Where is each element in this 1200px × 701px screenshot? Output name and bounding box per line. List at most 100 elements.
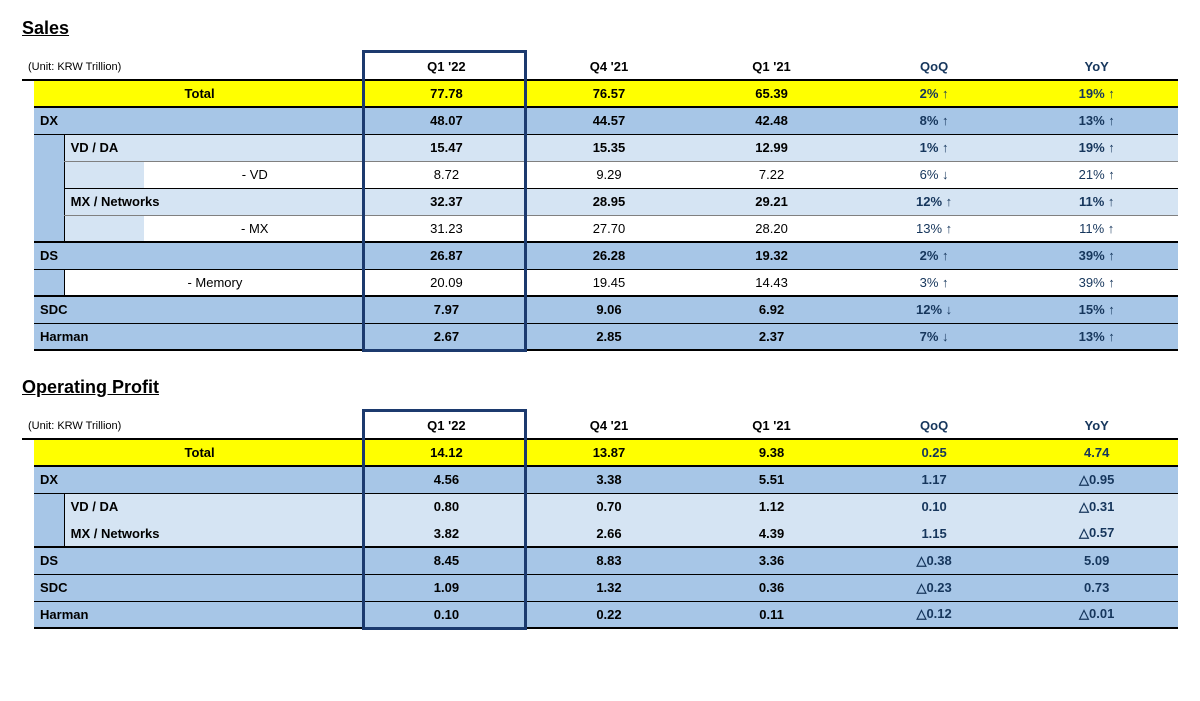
sales-col-qoq: QoQ	[853, 53, 1016, 80]
cell: 8% ↑	[853, 107, 1016, 134]
table-row: DX 4.56 3.38 5.51 1.17 △0.95	[22, 466, 1178, 493]
cell: 5.51	[690, 466, 853, 493]
cell: 3.82	[365, 520, 528, 547]
op-col-q4-21: Q4 '21	[528, 412, 691, 439]
table-row: - VD 8.72 9.29 7.22 6% ↓ 21% ↑	[22, 161, 1178, 188]
cell: 13% ↑	[853, 215, 1016, 242]
cell: 14.43	[690, 269, 853, 296]
cell: 19.45	[528, 269, 691, 296]
table-row: MX / Networks 3.82 2.66 4.39 1.15 △0.57	[22, 520, 1178, 547]
cell: 0.25	[853, 439, 1016, 466]
cell: 11% ↑	[1015, 215, 1178, 242]
cell: 2.85	[528, 323, 691, 350]
sales-header-row: (Unit: KRW Trillion) Q1 '22 Q4 '21 Q1 '2…	[22, 53, 1178, 80]
op-table: (Unit: KRW Trillion) Q1 '22 Q4 '21 Q1 '2…	[22, 412, 1178, 629]
cell: 15.35	[528, 134, 691, 161]
cell: 14.12	[365, 439, 528, 466]
cell: 8.83	[528, 547, 691, 574]
row-label: VD / DA	[64, 493, 365, 520]
cell: 9.06	[528, 296, 691, 323]
cell: 0.80	[365, 493, 528, 520]
cell: 5.09	[1015, 547, 1178, 574]
cell: 65.39	[690, 80, 853, 107]
sales-table: (Unit: KRW Trillion) Q1 '22 Q4 '21 Q1 '2…	[22, 53, 1178, 351]
cell: 19.32	[690, 242, 853, 269]
table-row: - MX 31.23 27.70 28.20 13% ↑ 11% ↑	[22, 215, 1178, 242]
cell: 2.37	[690, 323, 853, 350]
table-row: MX / Networks 32.37 28.95 29.21 12% ↑ 11…	[22, 188, 1178, 215]
cell: 1.32	[528, 574, 691, 601]
sales-table-wrap: (Unit: KRW Trillion) Q1 '22 Q4 '21 Q1 '2…	[22, 53, 1178, 351]
cell: 12.99	[690, 134, 853, 161]
cell: 8.45	[365, 547, 528, 574]
cell: △0.95	[1015, 466, 1178, 493]
cell: 4.56	[365, 466, 528, 493]
row-label: VD / DA	[64, 134, 365, 161]
row-label: DX	[34, 466, 365, 493]
cell: 9.38	[690, 439, 853, 466]
cell: 7% ↓	[853, 323, 1016, 350]
cell: △0.38	[853, 547, 1016, 574]
table-row: DS 26.87 26.28 19.32 2% ↑ 39% ↑	[22, 242, 1178, 269]
cell: 15% ↑	[1015, 296, 1178, 323]
row-label: Harman	[34, 323, 365, 350]
row-label: DS	[34, 547, 365, 574]
cell: 1.17	[853, 466, 1016, 493]
sales-unit-label: (Unit: KRW Trillion)	[22, 53, 365, 80]
cell: 4.74	[1015, 439, 1178, 466]
cell: 32.37	[365, 188, 528, 215]
cell: 0.22	[528, 601, 691, 628]
cell: 2% ↑	[853, 242, 1016, 269]
cell: 1% ↑	[853, 134, 1016, 161]
op-header-row: (Unit: KRW Trillion) Q1 '22 Q4 '21 Q1 '2…	[22, 412, 1178, 439]
cell: 28.20	[690, 215, 853, 242]
cell: 11% ↑	[1015, 188, 1178, 215]
table-row: SDC 1.09 1.32 0.36 △0.23 0.73	[22, 574, 1178, 601]
cell: 13.87	[528, 439, 691, 466]
row-label: SDC	[34, 574, 365, 601]
cell: △0.23	[853, 574, 1016, 601]
cell: 48.07	[365, 107, 528, 134]
op-unit-label: (Unit: KRW Trillion)	[22, 412, 365, 439]
sales-title: Sales	[22, 18, 1178, 39]
cell: 27.70	[528, 215, 691, 242]
table-row: Harman 0.10 0.22 0.11 △0.12 △0.01	[22, 601, 1178, 628]
table-row: DX 48.07 44.57 42.48 8% ↑ 13% ↑	[22, 107, 1178, 134]
cell: 19% ↑	[1015, 134, 1178, 161]
cell: 12% ↓	[853, 296, 1016, 323]
table-row: VD / DA 0.80 0.70 1.12 0.10 △0.31	[22, 493, 1178, 520]
cell: 0.11	[690, 601, 853, 628]
cell: 4.39	[690, 520, 853, 547]
row-label: Harman	[34, 601, 365, 628]
cell: 0.70	[528, 493, 691, 520]
table-row: SDC 7.97 9.06 6.92 12% ↓ 15% ↑	[22, 296, 1178, 323]
cell: 0.36	[690, 574, 853, 601]
cell: 31.23	[365, 215, 528, 242]
table-row: Total 14.12 13.87 9.38 0.25 4.74	[22, 439, 1178, 466]
cell: 26.28	[528, 242, 691, 269]
table-row: - Memory 20.09 19.45 14.43 3% ↑ 39% ↑	[22, 269, 1178, 296]
cell: 77.78	[365, 80, 528, 107]
sales-col-q1-21: Q1 '21	[690, 53, 853, 80]
cell: △0.57	[1015, 520, 1178, 547]
op-col-qoq: QoQ	[853, 412, 1016, 439]
row-label: SDC	[34, 296, 365, 323]
row-label: DX	[34, 107, 365, 134]
cell: 9.29	[528, 161, 691, 188]
row-label: Total	[34, 80, 365, 107]
row-label: MX / Networks	[64, 188, 365, 215]
cell: 6.92	[690, 296, 853, 323]
table-row: Total 77.78 76.57 65.39 2% ↑ 19% ↑	[22, 80, 1178, 107]
cell: 2.66	[528, 520, 691, 547]
sales-col-q4-21: Q4 '21	[528, 53, 691, 80]
cell: 39% ↑	[1015, 269, 1178, 296]
op-col-q1-21: Q1 '21	[690, 412, 853, 439]
cell: 39% ↑	[1015, 242, 1178, 269]
cell: 3% ↑	[853, 269, 1016, 296]
op-table-wrap: (Unit: KRW Trillion) Q1 '22 Q4 '21 Q1 '2…	[22, 412, 1178, 629]
cell: 6% ↓	[853, 161, 1016, 188]
cell: △0.12	[853, 601, 1016, 628]
row-label: - MX	[144, 215, 365, 242]
row-label: - VD	[144, 161, 365, 188]
cell: 3.38	[528, 466, 691, 493]
